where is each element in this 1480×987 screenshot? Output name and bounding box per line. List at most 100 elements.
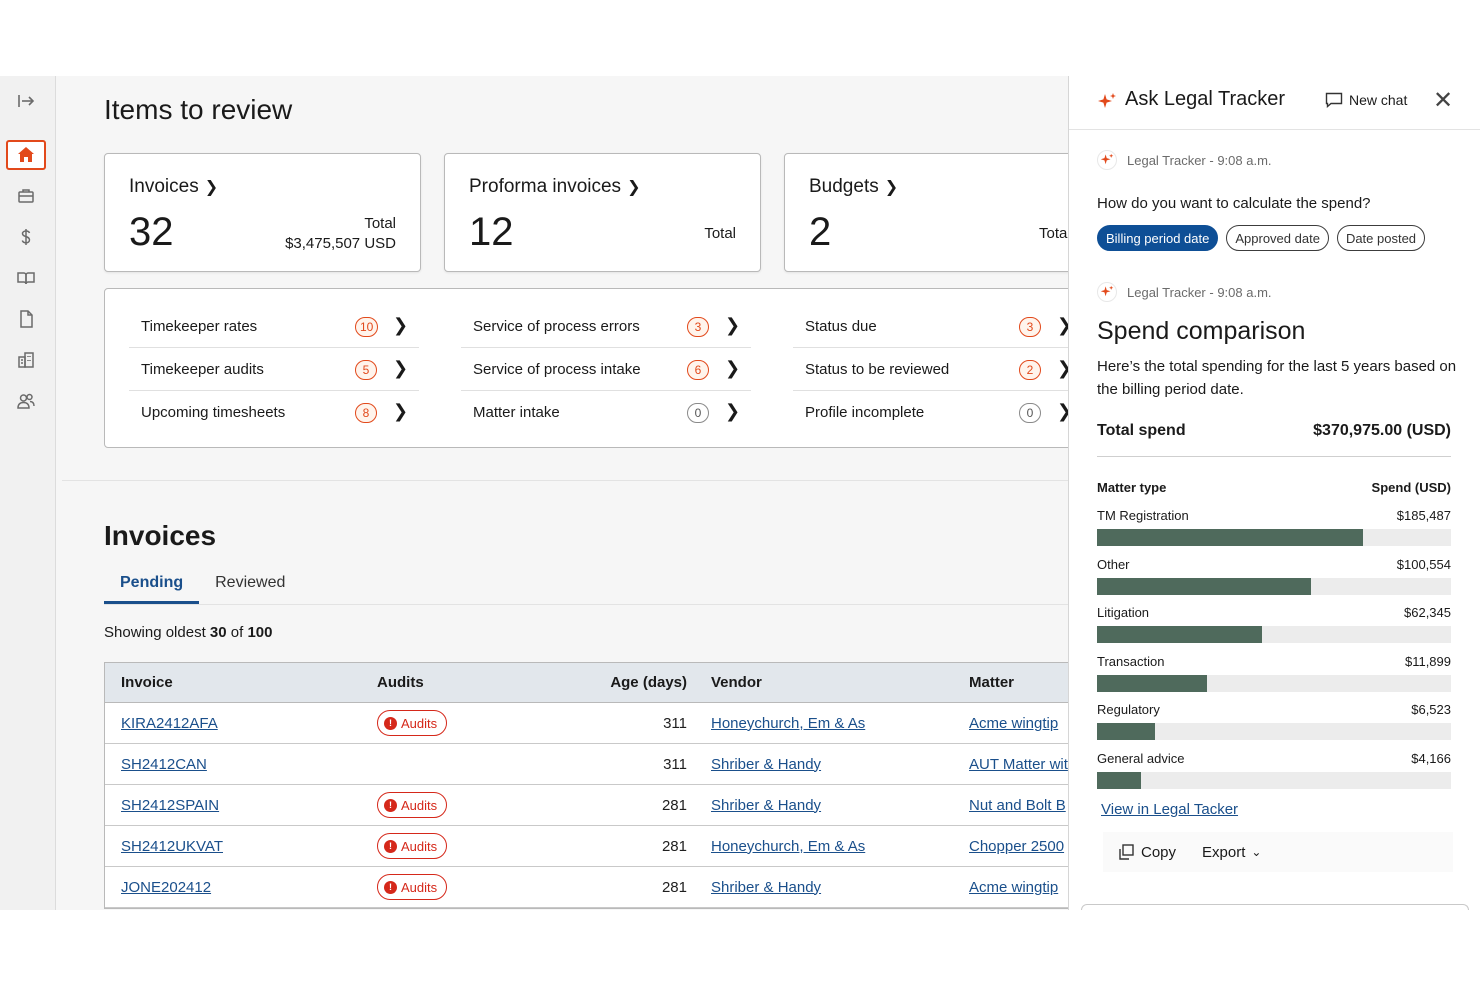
card-count: 2 (809, 210, 832, 254)
card-title[interactable]: Proforma invoices ❯ (469, 176, 641, 197)
bar-value: $62,345 (1404, 605, 1451, 620)
card-title[interactable]: Invoices ❯ (129, 176, 219, 197)
building-icon[interactable] (6, 345, 46, 375)
age-cell: 311 (663, 714, 687, 732)
invoice-link[interactable]: JONE202412 (121, 878, 212, 896)
audits-badge[interactable]: ! Audits (377, 792, 448, 818)
check-row[interactable]: Timekeeper rates 10 ❯ (129, 305, 419, 348)
card-count: 12 (469, 210, 514, 254)
home-icon[interactable] (6, 140, 46, 170)
card-count: 32 (129, 210, 174, 254)
age-cell: 281 (661, 837, 687, 855)
expand-icon[interactable] (6, 86, 46, 116)
invoices-heading: Invoices (104, 520, 217, 551)
bar (1097, 529, 1363, 546)
invoice-link[interactable]: SH2412UKVAT (121, 837, 223, 855)
copy-button[interactable]: Copy (1117, 843, 1176, 861)
audits-badge[interactable]: ! Audits (377, 833, 448, 859)
invoices-table: Invoice Audits Age (days) Vendor Matter … (104, 662, 1068, 909)
check-row[interactable]: Timekeeper audits 5 ❯ (129, 348, 419, 391)
alert-icon: ! (384, 839, 397, 853)
check-row[interactable]: Service of process intake 6 ❯ (461, 348, 751, 391)
section-divider (62, 480, 1068, 481)
audits-badge[interactable]: ! Audits (377, 874, 448, 900)
new-chat-button[interactable]: New chat (1325, 92, 1407, 108)
tabs-underline (104, 604, 1068, 605)
header-age[interactable]: Age (days) (610, 674, 687, 691)
card-total: Total (704, 225, 736, 242)
bar-item: General advice $4,166 (1097, 749, 1451, 798)
count-badge: 0 (687, 403, 709, 423)
bar-track (1097, 674, 1451, 692)
vendor-link[interactable]: Honeychurch, Em & As (711, 714, 866, 732)
spend-description: Here’s the total spending for the last 5… (1097, 358, 1457, 398)
vendor-link[interactable]: Shriber & Handy (711, 796, 822, 814)
header-audits[interactable]: Audits (377, 674, 424, 691)
proforma-card[interactable]: Proforma invoices ❯ 12 Total (444, 153, 761, 272)
alert-icon: ! (384, 798, 397, 812)
invoice-link[interactable]: SH2412SPAIN (121, 796, 220, 814)
budgets-card[interactable]: Budgets ❯ 2 Tota (784, 153, 1068, 272)
bar-label: Regulatory (1097, 702, 1160, 717)
sparkle-icon (1097, 150, 1117, 170)
vendor-link[interactable]: Shriber & Handy (711, 878, 822, 896)
matter-link[interactable]: Nut and Bolt B (969, 796, 1066, 814)
header-invoice[interactable]: Invoice (121, 674, 173, 691)
export-button[interactable]: Export ⌄ (1202, 843, 1262, 861)
table-row: JONE202412 ! Audits 281 Shriber & Handy Acme … (105, 867, 1068, 908)
close-icon[interactable]: ✕ (1433, 87, 1454, 114)
matter-link[interactable]: Acme wingtip (969, 714, 1059, 732)
matter-link[interactable]: Acme wingtip (969, 878, 1059, 896)
document-icon[interactable] (6, 304, 46, 334)
card-title[interactable]: Budgets ❯ (809, 176, 899, 197)
count-badge: 10 (355, 317, 379, 337)
showing-count: Showing oldest 30 of 100 (104, 624, 273, 641)
count-badge: 6 (687, 360, 709, 380)
audits-badge[interactable]: ! Audits (377, 710, 448, 736)
chip-date-posted[interactable]: Date posted (1336, 225, 1426, 251)
briefcase-icon[interactable] (6, 181, 46, 211)
matter-link[interactable]: Chopper 2500 (969, 837, 1065, 855)
header-matter[interactable]: Matter (969, 674, 1015, 691)
chip-billing-period-date[interactable]: Billing period date (1097, 225, 1219, 251)
count-badge: 3 (687, 317, 709, 337)
check-column: Service of process errors 3 ❯ Service of p… (461, 305, 751, 434)
check-row[interactable]: Matter intake 0 ❯ (473, 401, 741, 423)
bar-label: Other (1097, 556, 1130, 572)
chevron-right-icon: ❯ (725, 358, 741, 378)
table-row: KIRA2412AFA ! Audits 311 Honeychurch, Em & A… (105, 703, 1068, 744)
bar-label: TM Registration (1097, 508, 1189, 523)
view-in-legal-tracker-link[interactable]: View in Legal Tacker (1101, 801, 1239, 818)
book-icon[interactable] (6, 263, 46, 293)
page-title: Items to review (104, 94, 293, 125)
app-frame: Items to review Invoices ❯ 32 Total $3,475… (0, 76, 1480, 910)
invoice-link[interactable]: KIRA2412AFA (121, 714, 218, 732)
invoices-card[interactable]: Invoices ❯ 32 Total $3,475,507 USD (104, 153, 421, 272)
vendor-link[interactable]: Honeychurch, Em & As (711, 837, 866, 855)
chip-approved-date[interactable]: Approved date (1226, 225, 1329, 251)
tab-reviewed[interactable]: Reviewed (215, 574, 286, 591)
matter-link[interactable]: AUT Matter wit (969, 755, 1068, 773)
vendor-link[interactable]: Shriber & Handy (711, 755, 822, 773)
bar-item: Litigation $62,345 (1097, 603, 1451, 652)
header-vendor[interactable]: Vendor (711, 674, 762, 691)
chat-icon (1325, 92, 1343, 108)
check-row[interactable]: Service of process errors 3 ❯ (461, 305, 751, 348)
bar (1097, 771, 1142, 789)
audits-cell: ! Audits (377, 785, 517, 825)
chevron-right-icon: ❯ (1057, 401, 1068, 422)
bar-track (1097, 626, 1451, 643)
invoice-link[interactable]: SH2412CAN (121, 755, 207, 773)
people-icon[interactable] (6, 386, 46, 416)
panel-title: Ask Legal Tracker (1125, 88, 1286, 110)
dollar-icon[interactable] (6, 222, 46, 252)
copy-icon (1119, 844, 1134, 860)
tab-pending[interactable]: Pending (104, 572, 200, 604)
audits-cell: ! Audits (377, 703, 517, 743)
check-row[interactable]: Upcoming timesheets 8 ❯ (141, 401, 409, 423)
chevron-right-icon: ❯ (393, 315, 409, 335)
